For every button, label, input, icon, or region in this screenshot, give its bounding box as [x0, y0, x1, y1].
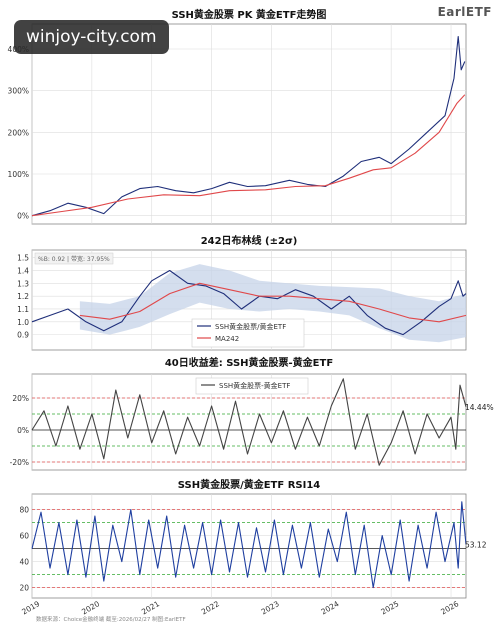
- legend-label: SSH黄金股票-黄金ETF: [219, 381, 290, 390]
- y-tick-label: 1.2: [17, 292, 29, 301]
- series-line-1: [31, 269, 467, 336]
- series-line-1: [31, 35, 466, 217]
- bollinger-band: [79, 264, 467, 343]
- x-tick-label: 2022: [200, 599, 221, 616]
- chart-title: 40日收益差: SSH黄金股票-黄金ETF: [165, 356, 333, 369]
- series-line-1: [31, 501, 467, 589]
- y-tick-label: 1.1: [17, 305, 29, 314]
- source-note: 数据来源：Choice金融终端 截至:2026/02/27 制图:EarlETF: [36, 615, 186, 623]
- end-value-label: 53.12: [465, 541, 487, 550]
- y-tick-label: 0%: [17, 426, 29, 435]
- y-tick-label: 40: [19, 558, 29, 567]
- chart-panel-3: -20% 0% 20% 40日收益差: SSH黄金股票-黄金ETF SSH黄金股票-黄金…: [10, 356, 494, 471]
- x-tick-label: 2023: [260, 599, 281, 616]
- y-tick-label: 1.5: [17, 254, 29, 263]
- watermark-banner: winjoy-city.com: [14, 20, 169, 54]
- y-tick-label: 1.4: [17, 267, 29, 276]
- plot-area: [31, 23, 467, 225]
- y-tick-label: 60: [19, 532, 29, 541]
- series-line-2: [79, 282, 467, 323]
- x-tick-label: 2021: [140, 599, 161, 616]
- chart-panel-4: 20 40 60 80 SSH黄金股票/黄金ETF RSI14 53.12: [19, 478, 487, 599]
- y-tick-label: 100%: [8, 170, 29, 179]
- chart-panel-2: 0.9 1.0 1.1 1.2 1.3 1.4 1.5 242日布林线 (±2σ) %B: 0.…: [17, 234, 467, 351]
- series-line-1: [31, 378, 467, 466]
- x-tick-label: 2024: [320, 599, 341, 616]
- legend-box: [191, 318, 305, 348]
- y-tick-label: 1.0: [17, 318, 29, 327]
- chart-title: SSH黄金股票 PK 黄金ETF走势图: [172, 8, 327, 21]
- legend-label: MA242: [215, 335, 239, 343]
- y-tick-label: 20%: [12, 394, 29, 403]
- y-tick-label: 80: [19, 506, 29, 515]
- brand-logo: EarlETF: [437, 5, 492, 19]
- series-line-2: [31, 94, 466, 217]
- x-tick-label: 2026: [439, 599, 460, 616]
- x-tick-label: 2025: [379, 599, 400, 616]
- annotation-text: %B: 0.92 | 带宽: 37.95%: [38, 255, 110, 263]
- y-tick-label: 0.9: [17, 331, 29, 340]
- y-tick-label: 1.3: [17, 279, 29, 288]
- x-tick-label: 2019: [20, 599, 41, 616]
- y-tick-label: 0%: [17, 212, 29, 221]
- annotation-box: [34, 252, 114, 265]
- legend-label: SSH黄金股票/黄金ETF: [215, 322, 286, 331]
- y-tick-label: 200%: [8, 128, 29, 137]
- chart-panel-1: 0%100%200%300%400%SSH黄金股票 PK 黄金ETF走势图: [8, 8, 467, 225]
- x-tick-label: 2020: [80, 599, 101, 616]
- y-tick-label: -20%: [10, 458, 29, 467]
- y-tick-label: 20: [19, 584, 29, 593]
- chart-title: 242日布林线 (±2σ): [201, 234, 298, 247]
- legend-box: [195, 377, 309, 395]
- end-value-label: 14.44%: [465, 403, 494, 412]
- chart-title: SSH黄金股票/黄金ETF RSI14: [178, 478, 321, 491]
- y-tick-label: 300%: [8, 87, 29, 96]
